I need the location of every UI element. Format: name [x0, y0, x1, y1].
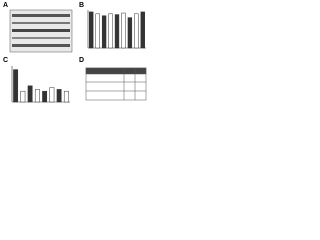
bar	[121, 12, 126, 49]
panel-label: B	[79, 2, 84, 9]
bar	[20, 90, 26, 103]
bar	[140, 11, 145, 49]
panel-label: C	[3, 57, 8, 64]
bar	[108, 13, 113, 49]
bar	[56, 89, 62, 103]
blot	[9, 9, 73, 53]
bar	[63, 90, 69, 103]
table	[85, 67, 147, 101]
figure: A B C D	[3, 2, 147, 103]
bar	[49, 87, 55, 103]
bar	[95, 13, 100, 49]
bar	[89, 11, 94, 49]
bar	[134, 13, 139, 49]
panel-label: A	[3, 2, 8, 9]
bar	[114, 14, 120, 49]
bar	[27, 85, 33, 103]
panel-label: D	[79, 57, 84, 64]
bar	[101, 15, 107, 49]
bar	[42, 90, 48, 103]
bar	[34, 89, 40, 103]
bar	[127, 17, 133, 49]
bar	[13, 69, 19, 103]
